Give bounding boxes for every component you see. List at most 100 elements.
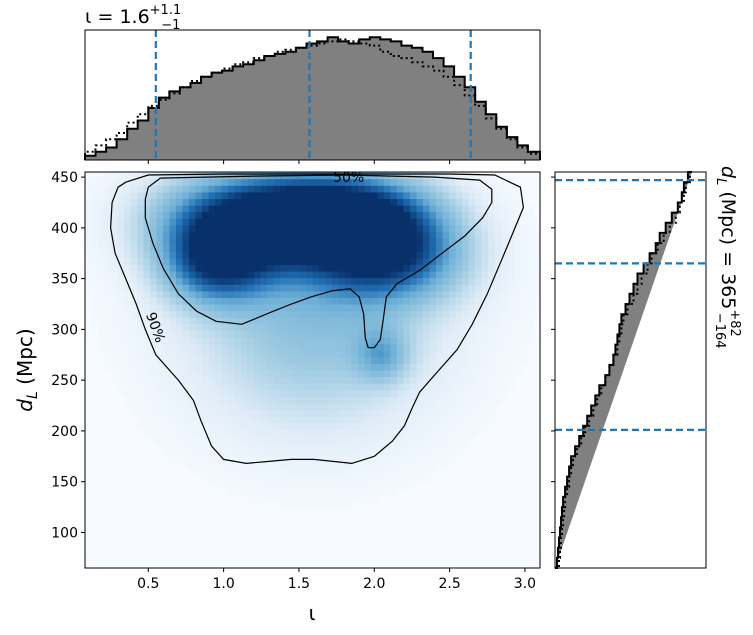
heatmap-cell — [416, 370, 424, 378]
heatmap-cell — [371, 251, 379, 259]
heatmap-cell — [215, 462, 223, 470]
heatmap-cell — [234, 488, 242, 496]
heatmap-cell — [384, 297, 392, 305]
heatmap-cell — [494, 218, 502, 226]
heatmap-cell — [514, 330, 522, 338]
heatmap-cell — [351, 297, 359, 305]
heatmap-cell — [182, 416, 190, 424]
y-tick-label: 300 — [51, 322, 78, 338]
heatmap-cell — [111, 271, 119, 279]
heatmap-cell — [150, 251, 158, 259]
heatmap-cell — [130, 310, 138, 318]
heatmap-cell — [221, 304, 229, 312]
heatmap-cell — [202, 277, 210, 285]
heatmap-cell — [254, 251, 262, 259]
heatmap-cell — [364, 350, 372, 358]
heatmap-cell — [260, 436, 268, 444]
heatmap-cell — [286, 290, 294, 298]
heatmap-cell — [371, 495, 379, 503]
heatmap-cell — [494, 330, 502, 338]
heatmap-cell — [163, 409, 171, 417]
heatmap-cell — [397, 416, 405, 424]
heatmap-cell — [111, 231, 119, 239]
heatmap-cell — [150, 191, 158, 199]
heatmap-cell — [501, 257, 509, 265]
heatmap-cell — [507, 356, 515, 364]
heatmap-cell — [494, 389, 502, 397]
heatmap-cell — [332, 297, 340, 305]
heatmap-cell — [202, 191, 210, 199]
heatmap-cell — [221, 317, 229, 325]
heatmap-cell — [299, 310, 307, 318]
heatmap-cell — [117, 297, 125, 305]
heatmap-cell — [371, 396, 379, 404]
heatmap-cell — [488, 284, 496, 292]
heatmap-cell — [111, 284, 119, 292]
heatmap-cell — [501, 304, 509, 312]
heatmap-cell — [124, 218, 132, 226]
heatmap-cell — [241, 277, 249, 285]
heatmap-cell — [416, 429, 424, 437]
heatmap-cell — [130, 172, 138, 180]
heatmap-cell — [176, 403, 184, 411]
heatmap-cell — [371, 363, 379, 371]
heatmap-cell — [429, 455, 437, 463]
heatmap-cell — [514, 264, 522, 272]
heatmap-cell — [195, 251, 203, 259]
heatmap-cell — [189, 376, 197, 384]
heatmap-cell — [234, 244, 242, 252]
heatmap-cell — [403, 343, 411, 351]
heatmap-cell — [169, 343, 177, 351]
heatmap-cell — [176, 383, 184, 391]
heatmap-cell — [455, 376, 463, 384]
heatmap-cell — [137, 251, 145, 259]
heatmap-cell — [338, 317, 346, 325]
heatmap-cell — [449, 238, 457, 246]
heatmap-cell — [156, 350, 164, 358]
heatmap-cell — [91, 244, 99, 252]
heatmap-cell — [247, 178, 255, 186]
heatmap-cell — [241, 211, 249, 219]
heatmap-cell — [143, 297, 151, 305]
heatmap-cell — [462, 389, 470, 397]
heatmap-cell — [169, 330, 177, 338]
heatmap-cell — [169, 350, 177, 358]
heatmap-cell — [208, 218, 216, 226]
heatmap-cell — [273, 271, 281, 279]
heatmap-cell — [98, 251, 106, 259]
heatmap-cell — [507, 376, 515, 384]
heatmap-cell — [338, 224, 346, 232]
heatmap-cell — [293, 502, 301, 510]
heatmap-cell — [449, 317, 457, 325]
heatmap-cell — [169, 211, 177, 219]
heatmap-cell — [312, 330, 320, 338]
heatmap-cell — [156, 231, 164, 239]
heatmap-cell — [208, 455, 216, 463]
heatmap-cell — [260, 383, 268, 391]
heatmap-cell — [241, 185, 249, 193]
heatmap-cell — [280, 284, 288, 292]
heatmap-cell — [533, 284, 540, 292]
heatmap-cell — [117, 356, 125, 364]
heatmap-cell — [338, 191, 346, 199]
heatmap-cell — [143, 343, 151, 351]
heatmap-cell — [306, 290, 314, 298]
heatmap-cell — [189, 442, 197, 450]
heatmap-cell — [345, 277, 353, 285]
heatmap-cell — [488, 337, 496, 345]
heatmap-cell — [527, 297, 535, 305]
heatmap-cell — [410, 449, 418, 457]
heatmap-cell — [293, 198, 301, 206]
heatmap-cell — [202, 416, 210, 424]
heatmap-cell — [377, 488, 385, 496]
heatmap-cell — [117, 376, 125, 384]
heatmap-cell — [234, 205, 242, 213]
heatmap-cell — [501, 330, 509, 338]
heatmap-cell — [137, 356, 145, 364]
heatmap-cell — [234, 284, 242, 292]
heatmap-cell — [228, 185, 236, 193]
heatmap-cell — [371, 462, 379, 470]
heatmap-cell — [481, 389, 489, 397]
heatmap-cell — [150, 337, 158, 345]
